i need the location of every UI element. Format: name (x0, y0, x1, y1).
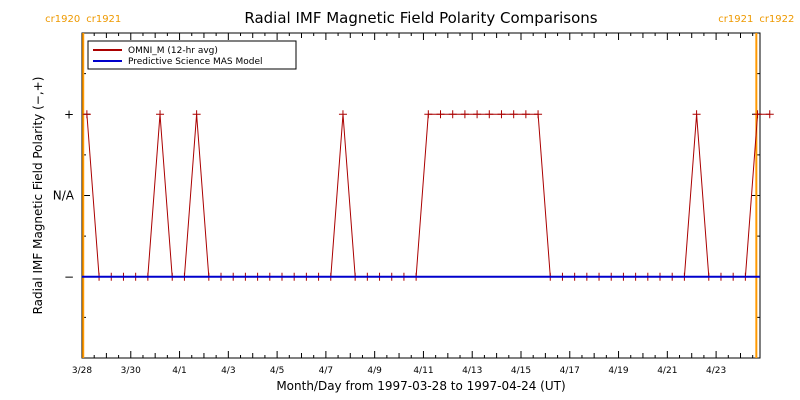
x-tick-label: 4/13 (462, 366, 482, 376)
data-point (485, 110, 494, 119)
series-line-0 (86, 113, 770, 278)
data-point (692, 110, 701, 119)
data-point (156, 110, 165, 119)
data-point (436, 110, 445, 119)
x-tick-label: 4/11 (413, 366, 433, 376)
legend-box (87, 40, 297, 70)
y-tick-label: + (64, 107, 74, 121)
x-axis-label: Month/Day from 1997-03-28 to 1997-04-24 … (276, 379, 565, 393)
x-tick-label: 4/23 (706, 366, 726, 376)
data-point (765, 110, 774, 119)
x-tick-label: 4/19 (608, 366, 628, 376)
data-point (448, 110, 457, 119)
carrington-right-label: cr1921 (86, 14, 121, 25)
carrington-right-label: cr1922 (759, 14, 794, 25)
data-point (473, 110, 482, 119)
x-tick-label: 4/1 (172, 366, 186, 376)
legend-label: OMNI_M (12-hr avg) (128, 46, 218, 56)
plot-frame (81, 32, 761, 359)
x-tick-label: 4/17 (560, 366, 580, 376)
data-point (338, 110, 347, 119)
y-tick-label: − (64, 270, 74, 284)
data-point (753, 110, 762, 119)
data-point (509, 110, 518, 119)
data-point (192, 110, 201, 119)
chart-title: Radial IMF Magnetic Field Polarity Compa… (244, 9, 597, 27)
legend-label: Predictive Science MAS Model (128, 57, 263, 67)
x-tick-label: 4/7 (319, 366, 333, 376)
y-tick-label: N/A (53, 189, 75, 203)
data-point (521, 110, 530, 119)
x-tick-label: 4/21 (657, 366, 677, 376)
data-point (424, 110, 433, 119)
x-tick-label: 4/3 (221, 366, 235, 376)
carrington-left-label: cr1921 (718, 14, 753, 25)
data-point (82, 110, 91, 119)
carrington-left-label: cr1920 (45, 14, 80, 25)
data-point (460, 110, 469, 119)
x-tick-label: 4/5 (270, 366, 284, 376)
data-point (497, 110, 506, 119)
x-tick-label: 4/9 (367, 366, 382, 376)
x-tick-label: 4/15 (511, 366, 531, 376)
x-tick-label: 3/28 (72, 366, 92, 376)
y-axis-label: Radial IMF Magnetic Field Polarity (−,+) (31, 77, 45, 315)
data-point (534, 110, 543, 119)
x-tick-label: 3/30 (121, 366, 141, 376)
